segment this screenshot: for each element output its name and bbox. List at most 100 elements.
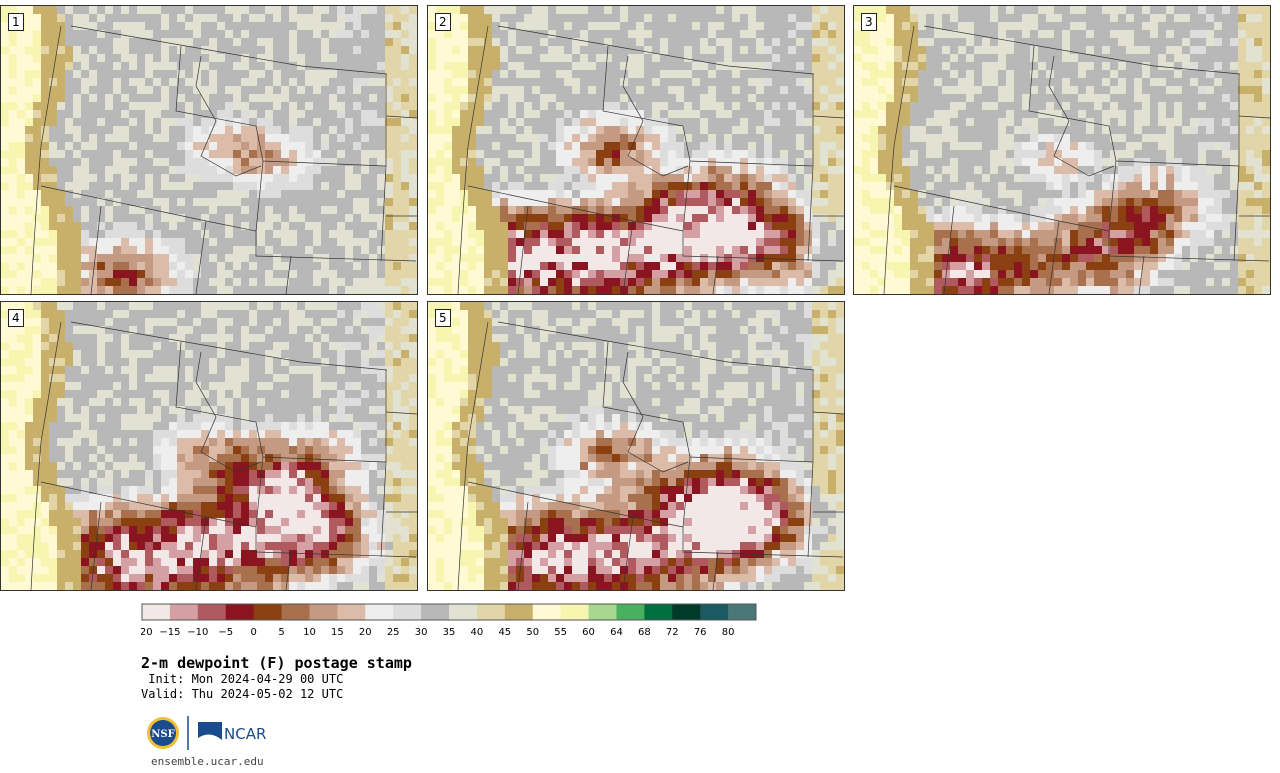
dewpoint-cell [305, 110, 313, 118]
dewpoint-cell [854, 30, 862, 38]
dewpoint-cell [1086, 118, 1094, 126]
dewpoint-cell [934, 38, 942, 46]
dewpoint-cell [772, 230, 780, 238]
dewpoint-cell [57, 86, 65, 94]
dewpoint-cell [676, 190, 684, 198]
dewpoint-cell [524, 238, 532, 246]
dewpoint-cell [796, 78, 804, 86]
dewpoint-cell [241, 214, 249, 222]
dewpoint-cell [17, 230, 25, 238]
dewpoint-cell [812, 86, 820, 94]
dewpoint-cell [684, 22, 692, 30]
dewpoint-cell [724, 94, 732, 102]
dewpoint-cell [804, 142, 812, 150]
ensemble-member-panel-1[interactable]: 1 [0, 5, 418, 295]
dewpoint-cell [153, 150, 161, 158]
dewpoint-cell [708, 46, 716, 54]
dewpoint-cell [65, 78, 73, 86]
dewpoint-cell [820, 150, 828, 158]
dewpoint-cell [796, 230, 804, 238]
dewpoint-cell [708, 102, 716, 110]
dewpoint-cell [436, 46, 444, 54]
dewpoint-cell [177, 190, 185, 198]
dewpoint-cell [998, 182, 1006, 190]
dewpoint-cell [436, 94, 444, 102]
dewpoint-cell [369, 86, 377, 94]
dewpoint-cell [49, 206, 57, 214]
dewpoint-cell [532, 30, 540, 38]
dewpoint-cell [1118, 78, 1126, 86]
dewpoint-cell [265, 182, 273, 190]
dewpoint-cell [97, 62, 105, 70]
dewpoint-cell [193, 190, 201, 198]
dewpoint-cell [393, 70, 401, 78]
dewpoint-cell [500, 278, 508, 286]
dewpoint-cell [1206, 14, 1214, 22]
dewpoint-cell [1262, 22, 1270, 30]
dewpoint-cell [548, 230, 556, 238]
dewpoint-cell [329, 62, 337, 70]
dewpoint-cell [249, 238, 257, 246]
dewpoint-cell [828, 118, 836, 126]
ensemble-member-panel-2[interactable]: 2 [427, 5, 845, 295]
dewpoint-cell [854, 14, 862, 22]
dewpoint-cell [313, 54, 321, 62]
dewpoint-cell [1118, 126, 1126, 134]
dewpoint-cell [329, 94, 337, 102]
dewpoint-cell [1022, 54, 1030, 62]
dewpoint-cell [89, 190, 97, 198]
dewpoint-cell [1150, 134, 1158, 142]
dewpoint-cell [1014, 22, 1022, 30]
dewpoint-cell [353, 286, 361, 294]
dewpoint-cell [41, 30, 49, 38]
dewpoint-cell [772, 254, 780, 262]
dewpoint-cell [1, 238, 9, 246]
dewpoint-cell [870, 150, 878, 158]
dewpoint-cell [89, 182, 97, 190]
dewpoint-cell [169, 110, 177, 118]
dewpoint-cell [393, 174, 401, 182]
dewpoint-cell [460, 14, 468, 22]
dewpoint-cell [41, 94, 49, 102]
dewpoint-cell [1038, 174, 1046, 182]
dewpoint-cell [337, 174, 345, 182]
dewpoint-cell [345, 102, 353, 110]
dewpoint-cell [1166, 166, 1174, 174]
dewpoint-cell [345, 38, 353, 46]
dewpoint-cell [409, 190, 417, 198]
dewpoint-cell [668, 62, 676, 70]
dewpoint-cell [878, 158, 886, 166]
dewpoint-cell [209, 22, 217, 30]
dewpoint-cell [740, 246, 748, 254]
dewpoint-cell [468, 54, 476, 62]
dewpoint-cell [1142, 54, 1150, 62]
dewpoint-cell [452, 182, 460, 190]
ensemble-member-panel-3[interactable]: 3 [853, 5, 1271, 295]
dewpoint-cell [1174, 22, 1182, 30]
dewpoint-cell [902, 38, 910, 46]
dewpoint-cell [452, 222, 460, 230]
dewpoint-cell [580, 150, 588, 158]
dewpoint-cell [1006, 54, 1014, 62]
dewpoint-cell [209, 254, 217, 262]
dewpoint-cell [353, 182, 361, 190]
dewpoint-cell [193, 166, 201, 174]
dewpoint-cell [548, 134, 556, 142]
dewpoint-cell [225, 246, 233, 254]
dewpoint-cell [177, 198, 185, 206]
dewpoint-cell [313, 198, 321, 206]
dewpoint-cell [660, 134, 668, 142]
dewpoint-cell [1046, 94, 1054, 102]
dewpoint-cell [974, 14, 982, 22]
dewpoint-cell [700, 94, 708, 102]
dewpoint-cell [337, 158, 345, 166]
dewpoint-cell [652, 238, 660, 246]
dewpoint-cell [153, 230, 161, 238]
dewpoint-cell [1134, 110, 1142, 118]
dewpoint-cell [1254, 46, 1262, 54]
dewpoint-cell [329, 238, 337, 246]
dewpoint-cell [580, 30, 588, 38]
dewpoint-cell [1022, 46, 1030, 54]
dewpoint-cell [1078, 54, 1086, 62]
dewpoint-cell [369, 214, 377, 222]
